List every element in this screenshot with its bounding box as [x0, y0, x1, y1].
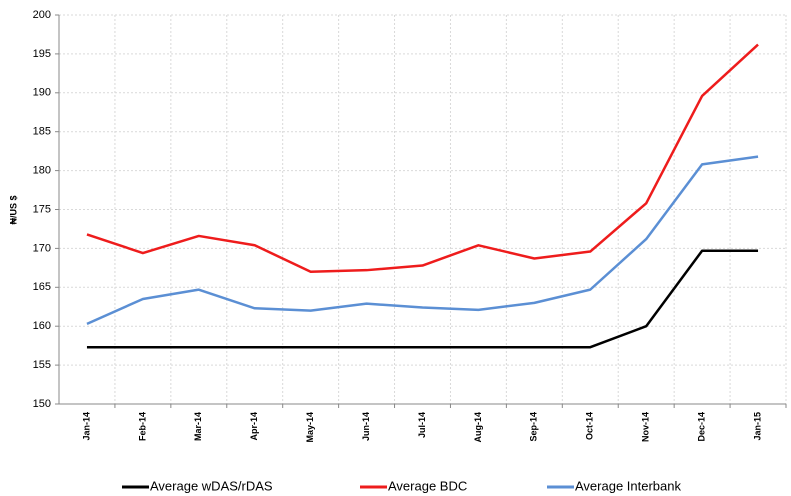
x-tick-label: Aug-14 [473, 412, 483, 443]
y-tick-label: 190 [33, 87, 51, 99]
x-tick-label: Apr-14 [249, 412, 259, 441]
series-line [86, 249, 759, 349]
y-tick-label: 180 [33, 165, 51, 177]
y-tick-label: 195 [33, 48, 51, 60]
y-tick-label: 185 [33, 126, 51, 138]
x-tick-label: Jan-15 [752, 412, 762, 441]
x-tick-label: Sep-14 [529, 412, 539, 442]
series-line [86, 43, 759, 273]
x-tick-label: May-14 [305, 412, 315, 443]
x-tick-label: Mar-14 [193, 412, 203, 441]
x-tick-label: Jan-14 [81, 412, 91, 441]
y-tick-label: 160 [33, 320, 51, 332]
y-tick-label: 155 [33, 359, 51, 371]
y-tick-label: 150 [33, 398, 51, 410]
y-tick-label: 200 [33, 9, 51, 21]
y-axis-label: ₦/US $ [8, 195, 18, 224]
legend-label: Average BDC [388, 478, 467, 493]
y-tick-label: 170 [33, 242, 51, 254]
x-tick-label: Dec-14 [696, 412, 706, 442]
x-tick-label: Jul-14 [417, 412, 427, 438]
y-tick-label: 165 [33, 281, 51, 293]
x-tick-label: Feb-14 [137, 412, 147, 441]
x-tick-label: Oct-14 [585, 412, 595, 440]
legend-label: Average Interbank [575, 478, 681, 493]
series-line [86, 155, 759, 326]
y-tick-label: 175 [33, 203, 51, 215]
x-tick-label: Jun-14 [361, 412, 371, 441]
x-tick-label: Nov-14 [641, 412, 651, 442]
legend-label: Average wDAS/rDAS [150, 478, 273, 493]
